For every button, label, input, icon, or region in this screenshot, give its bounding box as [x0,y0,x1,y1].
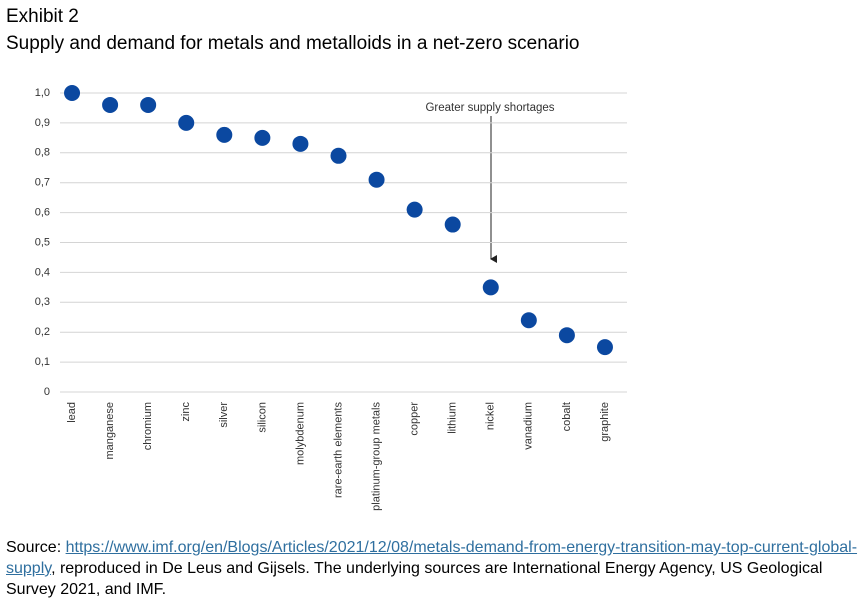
x-tick-label: manganese [104,402,116,460]
dot [140,96,157,113]
y-tick-label: 1,0 [35,87,50,99]
x-tick-label: chromium [142,402,154,450]
dot [254,129,271,146]
y-tick-label: 0,5 [35,236,50,248]
x-tick-label: zinc [180,402,192,422]
source-prefix: Source: [6,539,66,556]
y-tick-label: 0,1 [35,356,50,368]
y-tick-label: 0,6 [35,207,50,219]
chart: Exhibit 2 Supply and demand for metals a… [6,6,627,511]
dot [330,147,347,164]
source-link[interactable]: https://www.imf.org/en/Blogs/Articles/20… [6,539,858,577]
y-tick-label: 0,2 [35,326,50,338]
x-tick-label: cobalt [561,402,573,431]
dot [64,85,81,101]
x-tick-label: lithium [447,402,459,434]
x-tick-label: silicon [256,402,268,433]
x-tick-label: lead [66,402,78,423]
dot [558,327,575,344]
x-tick-label: molybdenum [294,402,306,465]
x-tick-label: vanadium [523,402,535,450]
x-tick-label: rare-earth elements [332,402,344,498]
y-tick-label: 0,8 [35,147,50,159]
y-tick-label: 0,9 [35,117,50,129]
y-tick-label: 0,7 [35,177,50,189]
dot [292,135,309,152]
y-tick-label: 0 [44,386,50,398]
y-tick-label: 0,4 [35,266,50,278]
y-tick-label: 0,3 [35,296,50,308]
dot [178,114,195,131]
exhibit-label: Exhibit 2 [6,6,79,27]
dot [368,171,385,188]
dot [102,96,119,113]
x-tick-label: copper [409,402,421,436]
dot [406,201,423,218]
dot [216,126,233,143]
source-suffix: , reproduced in De Leus and Gijsels. The… [6,560,823,598]
source-note: Source: https://www.imf.org/en/Blogs/Art… [6,537,858,600]
dot [482,279,499,296]
dot [520,312,537,329]
x-tick-label: graphite [599,402,611,442]
dot [596,339,613,356]
chart-title: Supply and demand for metals and metallo… [6,33,580,54]
x-tick-label: silver [218,402,230,428]
x-tick-label: platinum-group metals [370,402,382,511]
dot [444,216,461,233]
annotation: Greater supply shortages [425,102,554,114]
x-tick-label: nickel [485,402,497,430]
